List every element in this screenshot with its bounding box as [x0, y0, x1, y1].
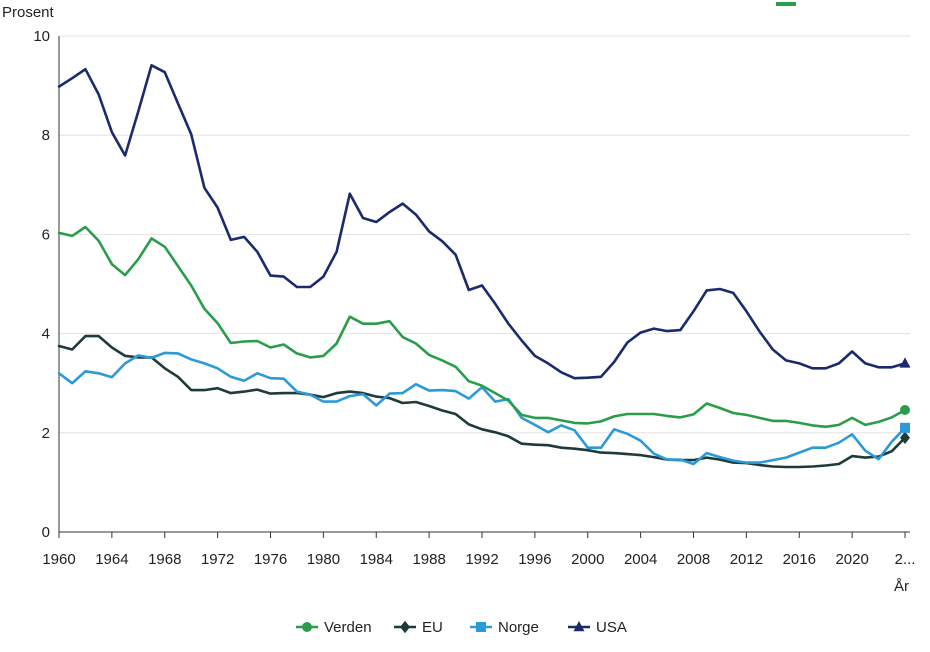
series-line-verden: [57, 225, 907, 429]
series-lines: [57, 64, 907, 469]
x-tick-label: 1964: [95, 551, 128, 568]
legend-marker-square-icon: [476, 622, 486, 632]
y-axis-title: Prosent: [2, 4, 55, 21]
y-tick-label: 0: [42, 524, 50, 541]
end-marker-usa: [899, 357, 911, 368]
legend-item-eu[interactable]: EU: [394, 619, 443, 636]
x-tick-label: 2008: [677, 551, 710, 568]
legend: Verden EU Norge USA: [296, 619, 627, 636]
x-tick-label: 1996: [518, 551, 551, 568]
legend-marker-diamond-icon: [400, 620, 410, 634]
x-tick-label: 1972: [201, 551, 234, 568]
legend-marker-circle-icon: [302, 622, 312, 632]
x-tick-label: 2012: [730, 551, 763, 568]
x-tick-label: 2...: [895, 551, 916, 568]
y-tick-label: 4: [42, 326, 50, 343]
x-tick-label: 1976: [254, 551, 287, 568]
x-tick-label: 2020: [835, 551, 868, 568]
x-tick-label: 1968: [148, 551, 181, 568]
x-tick-label: 2000: [571, 551, 604, 568]
legend-marker-triangle-icon: [573, 621, 585, 632]
series-line-norge: [57, 351, 907, 466]
axes: 0 2 4 6 8 10 1960 1964 1968 1972 1976 1980 1984 1988 1…: [33, 28, 915, 568]
x-tick-label: 1984: [360, 551, 393, 568]
x-tick-label: 2004: [624, 551, 657, 568]
legend-label: Norge: [498, 619, 539, 636]
legend-label: USA: [596, 619, 627, 636]
end-marker-eu: [900, 431, 910, 445]
x-tick-label: 2016: [783, 551, 816, 568]
legend-label: EU: [422, 619, 443, 636]
series-line-eu: [57, 334, 907, 469]
x-tick-label: 1980: [307, 551, 340, 568]
x-tick-label: 1992: [465, 551, 498, 568]
legend-top-partial-marker: [776, 2, 796, 6]
end-marker-norge: [900, 422, 910, 433]
y-tick-label: 6: [42, 226, 50, 243]
legend-item-usa[interactable]: USA: [568, 619, 627, 636]
y-tick-label: 2: [42, 425, 50, 442]
x-tick-label: 1960: [42, 551, 75, 568]
y-tick-label: 10: [33, 28, 50, 45]
series-line-usa: [57, 64, 907, 380]
legend-item-norge[interactable]: Norge: [470, 619, 539, 636]
series-end-markers: [899, 357, 911, 445]
x-axis-title: År: [894, 578, 909, 595]
end-marker-verden: [900, 404, 910, 415]
legend-item-verden[interactable]: Verden: [296, 619, 372, 636]
y-tick-label: 8: [42, 127, 50, 144]
legend-label: Verden: [324, 619, 372, 636]
x-tick-label: 1988: [412, 551, 445, 568]
gridlines: [59, 35, 910, 434]
